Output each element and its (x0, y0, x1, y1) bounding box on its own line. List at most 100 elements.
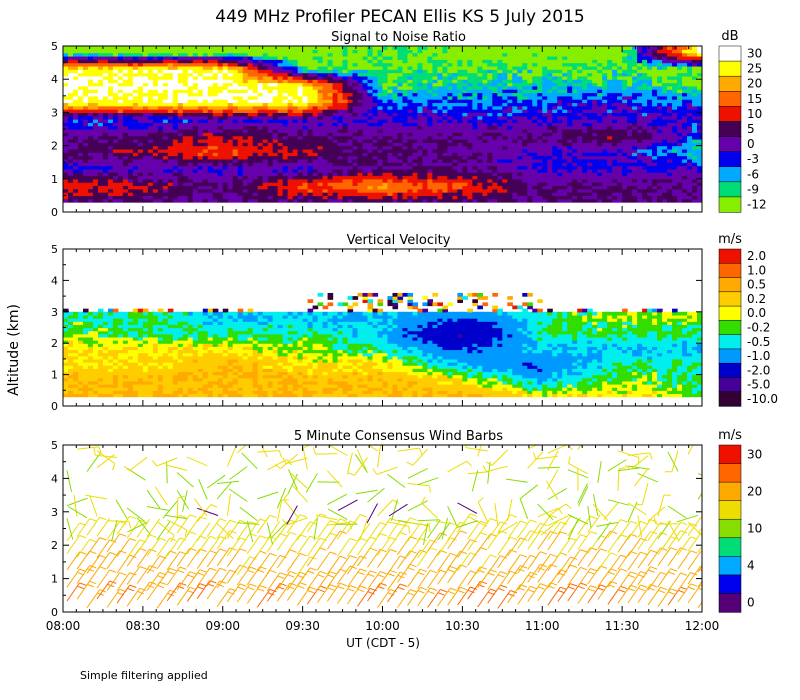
heatmap-cell (212, 109, 219, 113)
heatmap-cell (152, 178, 159, 183)
heatmap-cell (247, 185, 254, 190)
heatmap-cell (242, 112, 249, 117)
heatmap-cell (127, 89, 134, 94)
heatmap-cell (542, 99, 548, 104)
heatmap-cell (237, 72, 244, 77)
heatmap-cell (107, 198, 114, 203)
heatmap-cell (547, 89, 553, 94)
heatmap-cell (297, 152, 304, 157)
heatmap-cell (392, 195, 399, 200)
heatmap-cell (147, 119, 154, 123)
heatmap-cell (192, 92, 199, 97)
heatmap-cell (427, 132, 434, 137)
heatmap-cell (262, 109, 269, 113)
heatmap-cell (197, 138, 204, 143)
heatmap-cell (297, 119, 304, 123)
heatmap-cell (517, 89, 523, 94)
heatmap-cell (397, 109, 404, 113)
heatmap-cell (377, 125, 384, 130)
heatmap-cell (302, 52, 309, 57)
heatmap-cell (147, 182, 154, 187)
heatmap-cell (572, 152, 578, 157)
heatmap-cell (427, 168, 434, 173)
heatmap-cell (227, 185, 234, 190)
heatmap-cell (502, 95, 508, 100)
heatmap-cell (92, 59, 99, 64)
heatmap-cell (87, 188, 94, 193)
heatmap-cell (467, 198, 473, 203)
heatmap-cell (347, 162, 354, 167)
heatmap-cell (442, 85, 448, 90)
heatmap-cell (542, 175, 548, 180)
heatmap-cell (427, 148, 434, 153)
heatmap-cell (63, 152, 69, 157)
heatmap-cell (147, 122, 154, 127)
heatmap-cell (117, 138, 124, 143)
heatmap-cell (392, 178, 399, 183)
heatmap-cell (567, 182, 573, 187)
heatmap-cell (187, 185, 194, 190)
heatmap-cell (257, 188, 264, 193)
heatmap-cell (202, 142, 209, 147)
heatmap-cell (102, 49, 109, 54)
heatmap-cell (102, 95, 109, 100)
heatmap-cell (192, 158, 199, 163)
heatmap-cell (77, 145, 84, 150)
heatmap-cell (402, 132, 409, 137)
heatmap-cell (492, 182, 498, 187)
heatmap-cell (122, 79, 129, 84)
heatmap-cell (502, 59, 508, 64)
heatmap-cell (147, 135, 154, 140)
heatmap-cell (267, 55, 274, 60)
heatmap-cell (457, 82, 463, 87)
heatmap-cell (337, 125, 344, 130)
heatmap-cell (507, 142, 513, 147)
heatmap-cell (477, 185, 483, 190)
heatmap-cell (337, 162, 344, 167)
heatmap-cell (302, 105, 309, 110)
heatmap-cell (232, 92, 239, 97)
heatmap-cell (412, 162, 419, 167)
heatmap-cell (407, 172, 414, 177)
heatmap-cell (297, 102, 304, 107)
heatmap-cell (192, 102, 199, 107)
heatmap-cell (347, 138, 354, 143)
heatmap-cell (562, 59, 568, 64)
heatmap-cell (257, 79, 264, 84)
heatmap-cell (452, 72, 458, 77)
heatmap-cell (252, 162, 259, 167)
heatmap-cell (182, 145, 189, 150)
heatmap-cell (302, 145, 309, 150)
heatmap-cell (257, 192, 264, 196)
heatmap-cell (352, 92, 359, 97)
heatmap-cell (162, 172, 169, 177)
heatmap-cell (182, 109, 189, 113)
heatmap-cell (302, 59, 309, 64)
heatmap-cell (192, 142, 199, 147)
heatmap-cell (137, 75, 144, 80)
heatmap-cell (382, 165, 389, 170)
heatmap-cell (472, 178, 478, 183)
heatmap-cell (552, 46, 558, 50)
heatmap-cell (367, 162, 374, 167)
heatmap-cell (202, 192, 209, 196)
heatmap-cell (77, 178, 84, 183)
heatmap-cell (332, 75, 339, 80)
heatmap-cell (142, 132, 149, 137)
heatmap-cell (277, 162, 284, 167)
heatmap-cell (377, 119, 384, 123)
heatmap-cell (387, 178, 394, 183)
heatmap-cell (452, 109, 458, 113)
heatmap-cell (422, 102, 429, 107)
heatmap-cell (492, 129, 498, 133)
heatmap-cell (452, 79, 458, 84)
heatmap-cell (287, 79, 294, 84)
heatmap-cell (502, 152, 508, 157)
heatmap-cell (267, 155, 274, 160)
heatmap-cell (392, 158, 399, 163)
heatmap-cell (287, 162, 294, 167)
heatmap-cell (297, 135, 304, 140)
heatmap-cell (312, 112, 319, 117)
heatmap-cell (237, 158, 244, 163)
